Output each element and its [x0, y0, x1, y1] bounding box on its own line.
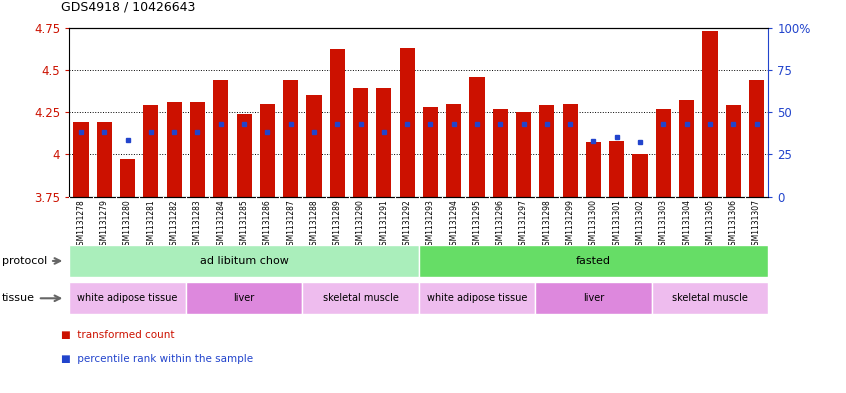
- Bar: [283, 80, 299, 196]
- Bar: [399, 48, 415, 196]
- Bar: [69, 282, 186, 314]
- Bar: [237, 114, 251, 196]
- Text: white adipose tissue: white adipose tissue: [78, 293, 178, 303]
- Bar: [702, 31, 717, 196]
- Bar: [120, 159, 135, 196]
- Bar: [586, 142, 601, 196]
- Bar: [419, 282, 536, 314]
- Bar: [563, 104, 578, 196]
- Bar: [656, 108, 671, 196]
- Text: fasted: fasted: [576, 256, 611, 266]
- Bar: [302, 282, 419, 314]
- Bar: [679, 100, 695, 196]
- Text: GDS4918 / 10426643: GDS4918 / 10426643: [61, 1, 195, 14]
- Bar: [69, 245, 419, 277]
- Bar: [492, 108, 508, 196]
- Bar: [330, 50, 345, 196]
- Bar: [516, 112, 531, 196]
- Text: protocol: protocol: [2, 256, 60, 266]
- Bar: [376, 88, 392, 196]
- Bar: [419, 245, 768, 277]
- Bar: [96, 122, 112, 196]
- Bar: [536, 282, 651, 314]
- Bar: [423, 107, 438, 196]
- Text: liver: liver: [583, 293, 604, 303]
- Bar: [213, 80, 228, 196]
- Bar: [539, 105, 554, 196]
- Text: skeletal muscle: skeletal muscle: [672, 293, 748, 303]
- Bar: [186, 282, 302, 314]
- Text: ■  percentile rank within the sample: ■ percentile rank within the sample: [61, 354, 253, 364]
- Bar: [143, 105, 158, 196]
- Text: tissue: tissue: [2, 293, 60, 303]
- Bar: [651, 282, 768, 314]
- Bar: [260, 104, 275, 196]
- Bar: [306, 95, 321, 196]
- Bar: [633, 154, 648, 196]
- Bar: [749, 80, 764, 196]
- Text: skeletal muscle: skeletal muscle: [322, 293, 398, 303]
- Bar: [726, 105, 741, 196]
- Bar: [353, 88, 368, 196]
- Bar: [190, 102, 205, 196]
- Bar: [446, 104, 461, 196]
- Bar: [74, 122, 89, 196]
- Text: white adipose tissue: white adipose tissue: [427, 293, 527, 303]
- Text: liver: liver: [233, 293, 255, 303]
- Bar: [470, 77, 485, 196]
- Text: ■  transformed count: ■ transformed count: [61, 330, 174, 340]
- Bar: [609, 141, 624, 196]
- Bar: [167, 102, 182, 196]
- Text: ad libitum chow: ad libitum chow: [200, 256, 288, 266]
